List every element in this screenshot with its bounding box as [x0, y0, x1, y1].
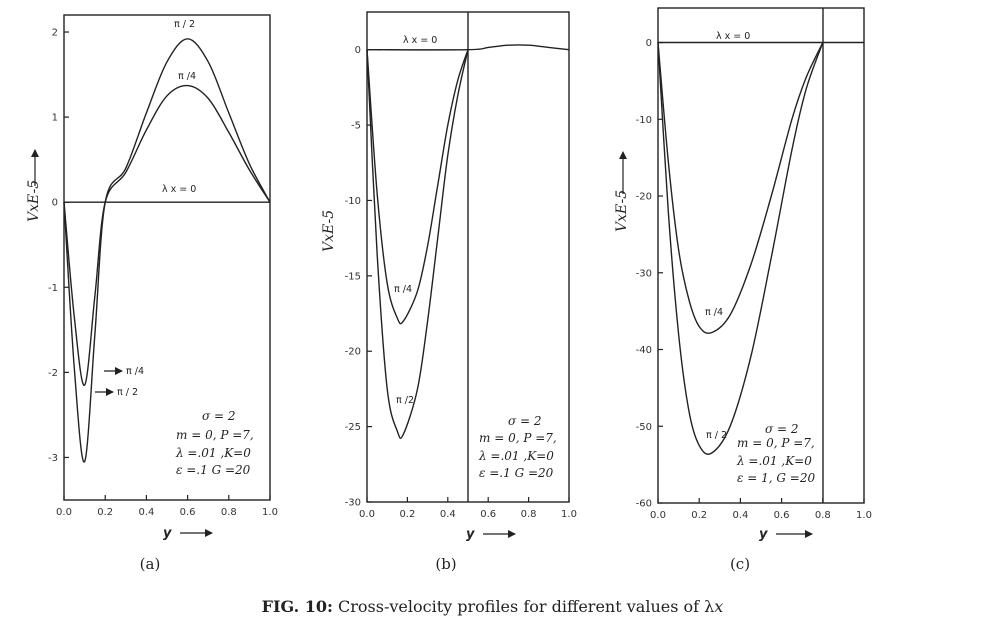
param-a-m-p: m = 0, P =7, — [176, 428, 254, 442]
param-c-eps-g: ε = 1, G =20 — [737, 471, 815, 485]
ylabel-c: VxE-5 — [614, 190, 630, 232]
ytick-label-c-4: -40 — [636, 345, 652, 356]
param-c-lambda-k: λ =.01 ,K=0 — [736, 454, 812, 468]
xtick-label-a-1: 0.2 — [97, 507, 113, 518]
panel-letter-c: (c) — [730, 555, 750, 573]
series-line-a-0 — [63, 38, 271, 463]
panel-a: 210-1-2-3 0.0 0.2 0.4 0.6 0.8 1.0 π / 2 π /4 … — [26, 14, 278, 573]
xtick-label-a-2: 0.4 — [138, 507, 154, 518]
panel-a-xticks: 0.0 0.2 0.4 0.6 0.8 1.0 — [56, 495, 278, 518]
panel-b: 0 -5 -10 -15 -20 -25 -30 0.0 0.2 0.4 0.6 0.8 1.0 λ … — [321, 11, 577, 573]
ytick-label-c-3: -30 — [636, 268, 652, 279]
ylabel-a: VxE-5 — [26, 180, 42, 222]
ytick-label-a-3: -1 — [48, 283, 58, 294]
xtick-label-b-2: 0.4 — [440, 509, 456, 520]
param-b-eps-g: ε =.1 G =20 — [479, 466, 554, 480]
curve-label-c-pi4: π /4 — [705, 307, 723, 318]
panel-b-yticks: 0 -5 -10 -15 -20 -25 -30 — [345, 45, 372, 509]
panel-b-series — [366, 44, 570, 439]
xtick-label-c-0: 0.0 — [650, 510, 666, 521]
ytick-label-c-0: 0 — [646, 38, 652, 49]
xtick-label-a-4: 0.8 — [221, 507, 237, 518]
xtick-label-a-5: 1.0 — [262, 507, 278, 518]
ytick-label-b-0: 0 — [355, 45, 361, 56]
panel-letter-b: (b) — [435, 555, 456, 573]
ytick-label-a-0: 2 — [52, 28, 58, 39]
ytick-label-b-4: -20 — [345, 347, 361, 358]
param-b-m-p: m = 0, P =7, — [479, 431, 557, 445]
ytick-label-b-5: -25 — [345, 422, 361, 433]
panel-b-xticks: 0.0 0.2 0.4 0.6 0.8 1.0 — [359, 497, 577, 520]
series-line-a-1 — [63, 84, 271, 386]
curve-label-a-pi4-bottom: π /4 — [126, 366, 144, 377]
ytick-label-c-2: -20 — [636, 192, 652, 203]
ytick-label-a-1: 1 — [52, 113, 58, 124]
ytick-label-c-5: -50 — [636, 422, 652, 433]
xlabel-c: y — [759, 527, 768, 542]
param-c-m-p: m = 0, P =7, — [737, 436, 815, 450]
curve-label-c-lambda0: λ x = 0 — [716, 31, 750, 42]
xtick-label-b-0: 0.0 — [359, 509, 375, 520]
xtick-label-a-3: 0.6 — [180, 507, 196, 518]
panel-c-series — [657, 41, 864, 455]
curve-label-b-pi4: π /4 — [394, 284, 412, 295]
xlabel-a: y — [163, 526, 172, 541]
param-c-sigma: σ = 2 — [765, 422, 799, 436]
series-line-b-0 — [366, 49, 469, 439]
xtick-label-b-4: 0.8 — [521, 509, 537, 520]
xtick-label-c-1: 0.2 — [691, 510, 707, 521]
xtick-label-b-1: 0.2 — [399, 509, 415, 520]
ytick-label-c-1: -10 — [636, 115, 652, 126]
ytick-label-a-5: -3 — [48, 453, 58, 464]
curve-label-b-pi2: π /2 — [396, 395, 414, 406]
figure-number: FIG. 10: — [261, 597, 333, 616]
ytick-label-b-2: -10 — [345, 196, 361, 207]
series-line-c-0 — [657, 42, 824, 455]
xtick-label-b-3: 0.6 — [480, 509, 496, 520]
series-line-b-1 — [366, 49, 469, 325]
ytick-label-b-6: -30 — [345, 498, 361, 509]
xtick-label-a-0: 0.0 — [56, 507, 72, 518]
param-a-lambda-k: λ =.01 ,K=0 — [175, 446, 251, 460]
caption-symbol: x — [714, 597, 724, 616]
panel-c-yticks: 0 -10 -20 -30 -40 -50 -60 — [636, 38, 663, 510]
xtick-label-c-3: 0.6 — [774, 510, 790, 521]
param-a-eps-g: ε =.1 G =20 — [176, 463, 251, 477]
ytick-label-b-1: -5 — [351, 121, 361, 132]
panel-a-series — [63, 38, 271, 463]
ytick-label-a-2: 0 — [52, 198, 58, 209]
param-b-lambda-k: λ =.01 ,K=0 — [478, 449, 554, 463]
curve-label-a-lambda0: λ x = 0 — [162, 184, 196, 195]
xtick-label-b-5: 1.0 — [561, 509, 577, 520]
xtick-label-c-5: 1.0 — [856, 510, 872, 521]
param-b-sigma: σ = 2 — [508, 414, 542, 428]
curve-label-b-lambda0: λ x = 0 — [403, 35, 437, 46]
xtick-label-c-4: 0.8 — [815, 510, 831, 521]
panel-letter-a: (a) — [140, 555, 161, 573]
xlabel-b: y — [466, 527, 475, 542]
panel-c-xticks: 0.0 0.2 0.4 0.6 0.8 1.0 — [650, 498, 872, 521]
ytick-label-a-4: -2 — [48, 368, 58, 379]
series-line-b-2 — [366, 44, 570, 51]
param-a-sigma: σ = 2 — [202, 409, 236, 423]
curve-label-c-pi2: π / 2 — [706, 430, 727, 441]
caption-text: Cross-velocity profiles for different va… — [338, 597, 715, 616]
series-line-c-1 — [657, 42, 824, 334]
figure-caption: FIG. 10: Cross-velocity profiles for dif… — [0, 597, 985, 616]
panel-c: 0 -10 -20 -30 -40 -50 -60 0.0 0.2 0.4 0.6 0.8 1.0 λ… — [614, 7, 872, 573]
ytick-label-b-3: -15 — [345, 271, 361, 282]
xtick-label-c-2: 0.4 — [732, 510, 748, 521]
panel-a-frame — [63, 14, 271, 501]
panel-c-frame — [657, 7, 865, 504]
ytick-label-c-6: -60 — [636, 499, 652, 510]
curve-label-a-pi2-top: π / 2 — [174, 19, 195, 30]
curve-label-a-pi2-bottom: π / 2 — [117, 387, 138, 398]
ylabel-b: VxE-5 — [321, 210, 337, 252]
curve-label-a-pi4-top: π /4 — [178, 71, 196, 82]
